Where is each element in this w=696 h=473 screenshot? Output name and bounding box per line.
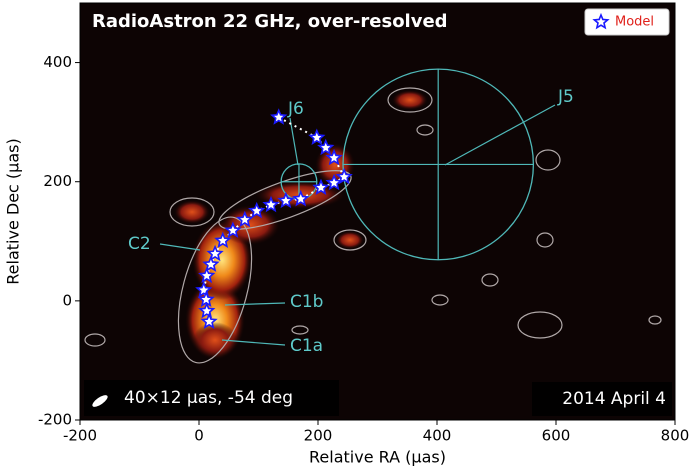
beam <box>92 395 108 407</box>
y-axis-label: Relative Dec (μas) <box>4 138 23 284</box>
model-star <box>277 191 295 209</box>
y-tick-label: 0 <box>62 291 72 309</box>
feature-label: C2 <box>128 234 151 254</box>
date-box <box>532 382 672 416</box>
chart-title: RadioAstron 22 GHz, over-resolved <box>92 11 448 32</box>
x-tick-label: 600 <box>542 427 571 445</box>
model-star <box>262 195 280 213</box>
model-star <box>308 128 326 145</box>
model-star <box>197 290 215 308</box>
model-star <box>198 301 216 319</box>
y-tick-label: 400 <box>43 53 72 71</box>
model-star <box>317 138 335 156</box>
component-label: J6 <box>287 99 304 119</box>
x-tick-label: -200 <box>63 427 97 445</box>
model-star <box>325 148 343 166</box>
model-star <box>214 231 232 249</box>
model-star <box>335 167 353 185</box>
model-star <box>292 189 310 207</box>
feature-label: C1b <box>290 292 323 312</box>
x-tick-label: 800 <box>661 427 690 445</box>
beam-label: 40×12 μas, -54 deg <box>124 388 293 408</box>
model-star <box>206 244 224 262</box>
x-tick-label: 200 <box>304 427 333 445</box>
model-star <box>312 178 330 196</box>
model-star <box>202 255 220 272</box>
legend-label: Model <box>615 15 654 30</box>
x-tick-label: 400 <box>423 427 452 445</box>
model-star <box>198 266 216 284</box>
x-tick-label: 0 <box>194 427 204 445</box>
model-star <box>325 173 343 191</box>
feature-leaders <box>159 104 556 346</box>
y-tick-label: -200 <box>38 411 72 429</box>
x-axis-label: Relative RA (μas) <box>309 448 446 467</box>
model-star <box>236 210 254 228</box>
plot-background <box>80 3 675 420</box>
model-star <box>200 312 218 330</box>
legend-marker <box>592 12 610 30</box>
model-star <box>224 221 242 238</box>
model-star <box>270 108 288 125</box>
beam-box <box>84 380 339 416</box>
y-tick-label: 200 <box>43 172 72 190</box>
feature-label: C1a <box>290 336 323 356</box>
legend: Model <box>584 8 670 36</box>
model-star <box>195 281 213 298</box>
date-label: 2014 April 4 <box>562 389 666 409</box>
plot-frame <box>79 2 676 421</box>
model-star <box>248 201 266 219</box>
component-label: J5 <box>557 87 574 107</box>
